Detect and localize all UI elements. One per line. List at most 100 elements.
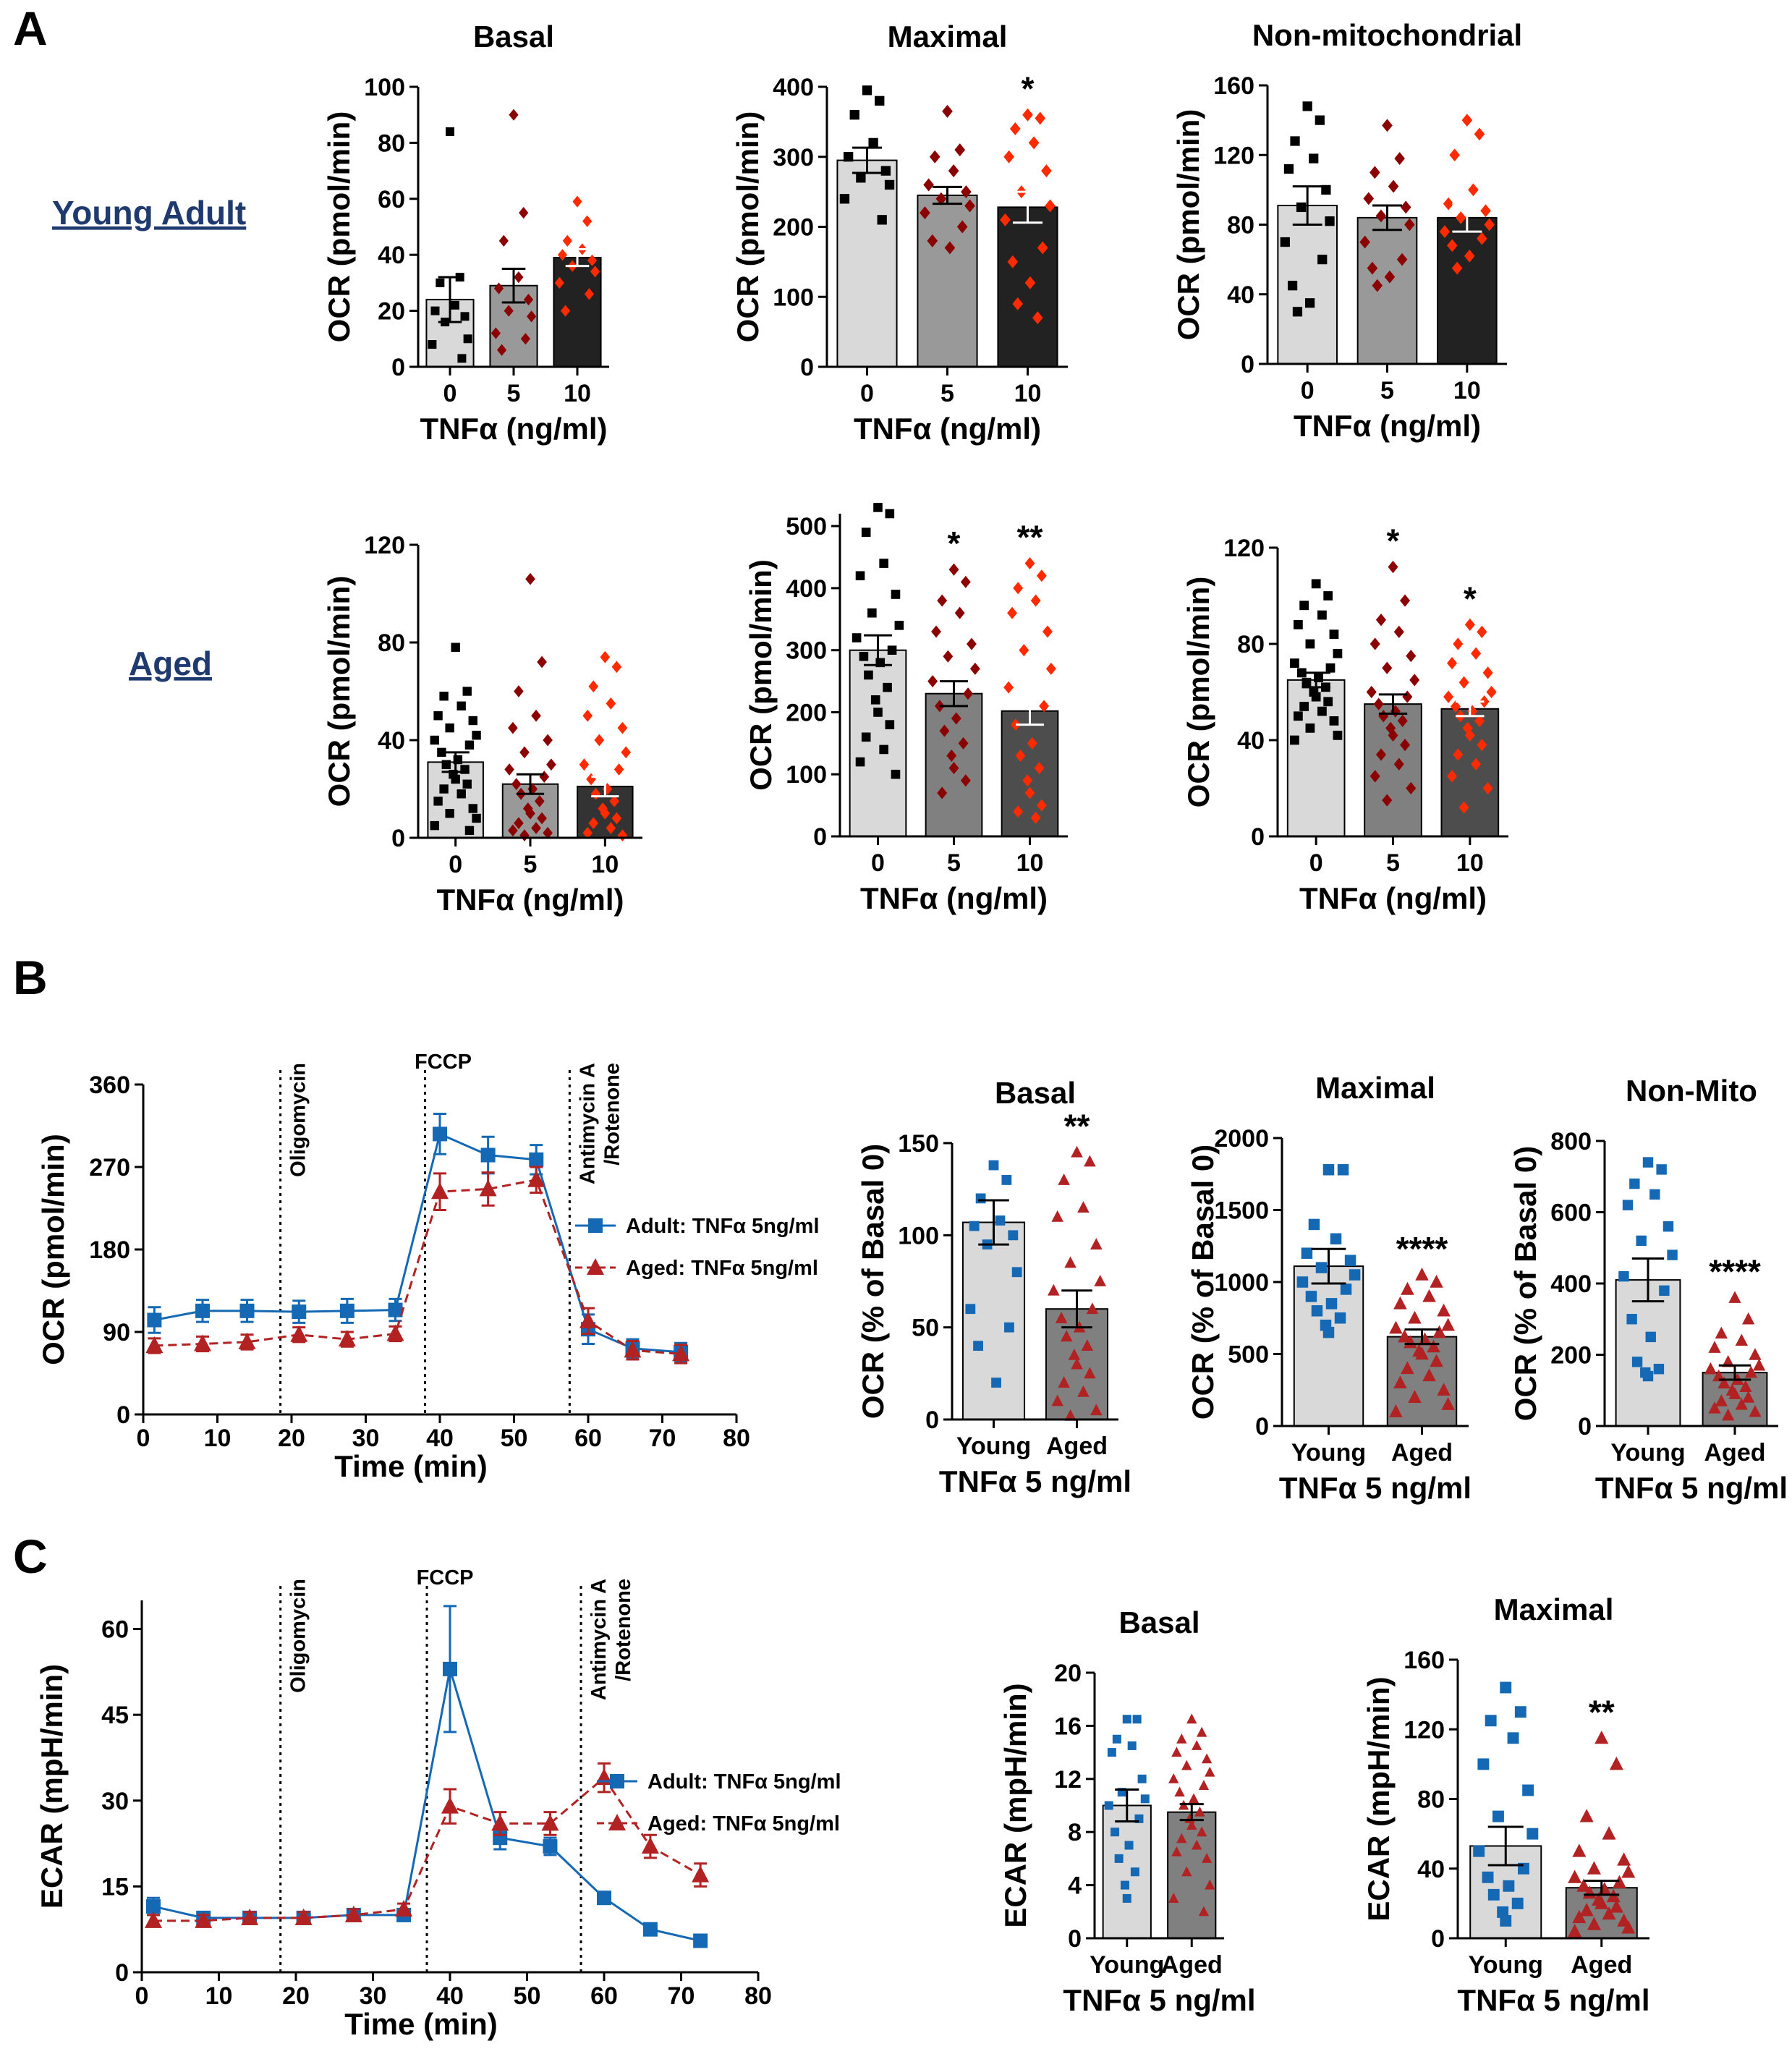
data-point	[1715, 1326, 1728, 1339]
x-tick-label: 10	[205, 1982, 233, 2010]
data-point	[1394, 152, 1405, 165]
y-tick-label: 0	[925, 1406, 939, 1434]
data-point	[1477, 1758, 1490, 1770]
legend-label: Aged: TNFα 5ng/ml	[647, 1812, 840, 1836]
bar-10	[997, 206, 1058, 368]
data-point	[861, 527, 871, 538]
chart-A-aged-basal: 0 40 80 120 0 5 10 OCR (pmol/min) TNFα (ng/ml)	[322, 532, 642, 917]
data-point	[1055, 1311, 1068, 1323]
data-point	[887, 645, 897, 655]
x-tick-label: 5	[1386, 849, 1400, 877]
panel-letter-a: A	[13, 1, 48, 55]
data-point	[439, 784, 449, 794]
data-point	[1045, 199, 1056, 213]
y-tick-label: 400	[1550, 1270, 1592, 1298]
data-point	[1602, 1906, 1616, 1920]
data-point	[1659, 1285, 1670, 1297]
data-point	[617, 829, 628, 841]
data-point	[1024, 557, 1035, 570]
data-point	[1441, 1317, 1455, 1331]
series-point	[527, 1170, 545, 1187]
data-point	[1337, 1164, 1349, 1176]
data-point	[1301, 1247, 1313, 1259]
data-point	[954, 143, 966, 157]
data-point	[1077, 1201, 1090, 1213]
series-point	[194, 1334, 211, 1351]
data-point	[1482, 1871, 1494, 1883]
y-tick-label: 80	[378, 130, 405, 157]
x-axis-label: Time (min)	[334, 1449, 488, 1483]
data-point	[508, 824, 518, 837]
data-point	[1430, 1274, 1443, 1288]
data-point	[1329, 629, 1339, 640]
data-point	[621, 746, 632, 759]
data-point	[879, 744, 888, 755]
data-point	[1041, 164, 1052, 178]
series-point	[491, 1814, 509, 1831]
data-point	[600, 650, 611, 663]
data-point	[1629, 1178, 1640, 1189]
data-point	[582, 709, 593, 722]
series-point	[344, 1905, 362, 1922]
data-point	[439, 692, 449, 701]
data-point	[1742, 1312, 1755, 1325]
data-point	[1656, 1164, 1667, 1175]
data-point	[1744, 1365, 1758, 1378]
bar-Aged	[1167, 1811, 1217, 1940]
chart-B-maximal: 0 500 1000 1500 2000 Young Aged **** OCR (% of B…	[1186, 1071, 1472, 1505]
data-point	[873, 503, 883, 512]
data-point	[929, 150, 940, 164]
data-point	[504, 763, 514, 776]
data-point	[948, 164, 959, 178]
y-tick-label: 120	[1213, 142, 1254, 169]
x-axis-label: TNFα 5 ng/ml	[939, 1464, 1131, 1498]
series-point	[692, 1865, 710, 1883]
y-tick-label: 20	[1054, 1660, 1082, 1687]
data-point	[514, 271, 524, 284]
y-tick-label: 120	[1223, 535, 1265, 562]
data-point	[451, 642, 460, 652]
x-axis-label: TNFα (ng/ml)	[1294, 409, 1481, 443]
chart-title: Maximal	[888, 20, 1008, 54]
data-point	[1003, 150, 1014, 164]
series-point	[338, 1330, 356, 1347]
x-tick-label: Aged	[1571, 1951, 1632, 1979]
data-point	[1422, 1368, 1436, 1382]
data-point	[1290, 136, 1300, 146]
data-point	[1441, 1397, 1455, 1410]
x-axis-label: TNFα (ng/ml)	[436, 883, 624, 917]
data-point	[1579, 1809, 1594, 1822]
data-point	[464, 740, 475, 750]
data-point	[937, 786, 948, 799]
data-point	[1474, 127, 1485, 141]
y-tick-label: 80	[1227, 212, 1254, 239]
y-tick-label: 270	[89, 1154, 130, 1181]
y-axis-label: OCR (% of Basal 0)	[1508, 1146, 1542, 1421]
data-point	[1007, 606, 1017, 619]
y-tick-label: 100	[773, 284, 814, 311]
data-point	[1576, 1878, 1591, 1892]
x-tick-label: 40	[426, 1425, 454, 1452]
y-tick-label: 120	[364, 532, 405, 559]
significance-label: *	[1387, 522, 1400, 560]
data-point	[572, 195, 582, 208]
bar-0	[1286, 679, 1346, 837]
data-point	[1486, 685, 1497, 699]
series-point	[431, 1182, 449, 1200]
data-point	[1406, 781, 1417, 795]
x-tick-label: 10	[591, 851, 619, 878]
data-point	[527, 310, 537, 323]
data-point	[923, 178, 934, 192]
data-point	[1196, 1726, 1207, 1737]
significance-label: *	[948, 525, 961, 562]
data-point	[1568, 1924, 1582, 1938]
y-tick-label: 40	[1237, 727, 1265, 755]
injection-label: Antimycin A	[576, 1063, 599, 1184]
y-tick-label: 160	[1213, 72, 1254, 100]
y-axis-label: OCR (pmol/min)	[322, 111, 356, 343]
series-point	[579, 1311, 597, 1328]
data-point	[1024, 786, 1035, 799]
data-point	[1398, 1329, 1411, 1343]
x-tick-label: 0	[1309, 849, 1323, 877]
